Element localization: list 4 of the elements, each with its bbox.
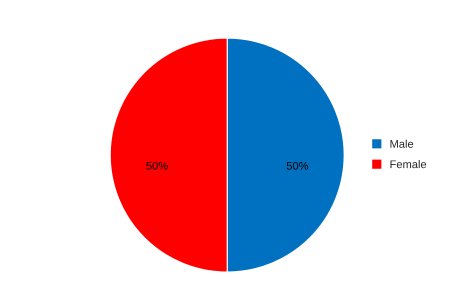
data-label: 50%: [146, 162, 168, 170]
data-label: 50%: [286, 162, 308, 170]
legend-label: Female: [390, 160, 426, 168]
legend-label: Male: [390, 140, 414, 148]
